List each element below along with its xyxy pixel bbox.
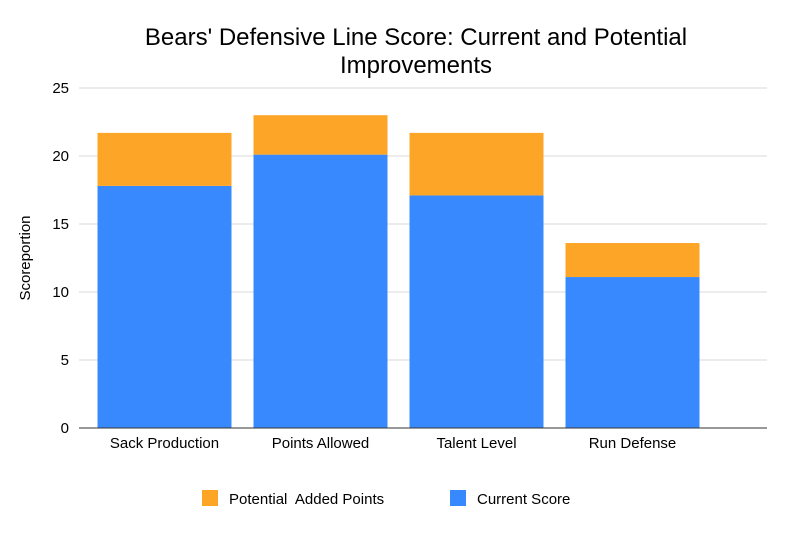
y-tick-label: 25: [52, 80, 69, 97]
bar-current-score: [97, 185, 232, 428]
y-axis-tick-labels: 0 5 10 15 20 25: [52, 80, 69, 437]
legend-swatch: [450, 490, 466, 506]
legend-label: Potential Added Points: [229, 491, 384, 508]
y-tick-label: 5: [61, 352, 69, 369]
bar-potential-added-points: [97, 132, 232, 186]
legend-swatch: [202, 490, 218, 506]
y-axis-label: Scoreportion: [17, 215, 34, 300]
x-tick-label: Sack Production: [110, 435, 219, 452]
bar-potential-added-points: [565, 243, 700, 278]
x-tick-label: Points Allowed: [272, 435, 370, 452]
y-tick-label: 10: [52, 284, 69, 301]
chart-title-line-2: Improvements: [340, 52, 492, 79]
bar-current-score: [565, 277, 700, 428]
x-tick-label: Run Defense: [589, 435, 677, 452]
legend-label: Current Score: [477, 491, 570, 508]
x-axis-tick-labels: Sack Production Points Allowed Talent Leve…: [110, 435, 676, 452]
bars-group: [97, 115, 700, 428]
bar-potential-added-points: [409, 132, 544, 196]
y-tick-label: 20: [52, 148, 69, 165]
x-tick-label: Talent Level: [436, 435, 516, 452]
y-tick-label: 15: [52, 216, 69, 233]
bar-potential-added-points: [253, 115, 388, 155]
chart-title-line-1: Bears' Defensive Line Score: Current and…: [145, 24, 687, 51]
y-tick-label: 0: [61, 420, 69, 437]
bar-current-score: [253, 154, 388, 428]
legend: Potential Added Points Current Score: [202, 490, 570, 508]
bar-current-score: [409, 195, 544, 428]
